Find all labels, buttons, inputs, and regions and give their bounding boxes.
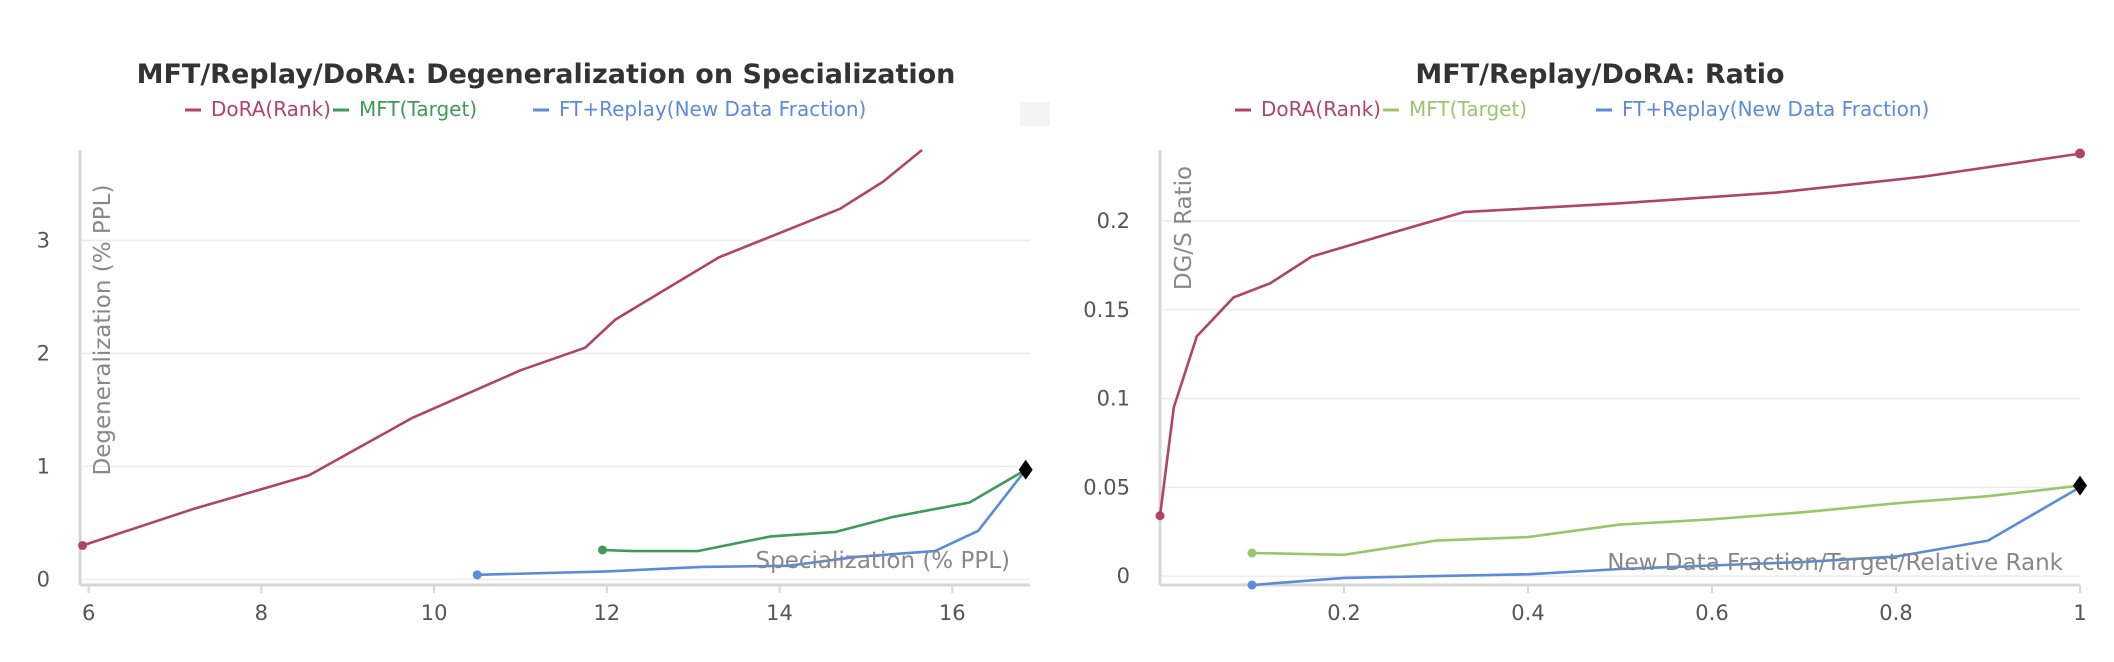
chart-right-xtick: 0.2 xyxy=(1327,601,1360,625)
chart-left-ylabel: Degeneralization (% PPL) xyxy=(90,185,116,476)
chart-right-series-line-1[interactable] xyxy=(1251,484,2081,557)
chart-left-xtick: 16 xyxy=(939,601,966,625)
chart-left-series-line-0[interactable] xyxy=(82,148,923,547)
chart-right-legend-label-1[interactable]: MFT(Target) xyxy=(1409,97,1527,121)
chart-right-xtick: 0.6 xyxy=(1695,601,1728,625)
chart-right-legend-label-2[interactable]: FT+Replay(New Data Fraction) xyxy=(1622,97,1929,121)
chart-left: MFT/Replay/DoRA: Degeneralization on Spe… xyxy=(37,59,1050,625)
chart-left-ytick: 2 xyxy=(37,341,50,365)
chart-left-legend-label-0[interactable]: DoRA(Rank) xyxy=(211,97,331,121)
chart-right-ytick: 0 xyxy=(1117,564,1130,588)
chart-right-ylabel: DG/S Ratio xyxy=(1171,166,1197,290)
chart-left-xtick: 12 xyxy=(593,601,620,625)
chart-right-ytick: 0.05 xyxy=(1083,475,1130,499)
chart-left-title: MFT/Replay/DoRA: Degeneralization on Spe… xyxy=(137,59,956,90)
chart-left-ytick: 1 xyxy=(37,454,50,478)
chart-left-legend: DoRA(Rank) MFT(Target) FT+Replay(New Data … xyxy=(185,97,866,121)
chart-left-end-marker xyxy=(1018,459,1033,480)
chart-right-xtick: 0.8 xyxy=(1879,601,1912,625)
chart-right-series-start-point-1 xyxy=(1247,548,1257,558)
chart-right-ytick: 0.1 xyxy=(1097,387,1130,411)
chart-right-series-line-2[interactable] xyxy=(1251,486,2081,587)
chart-right-xlabel: New Data Fraction/Target/Relative Rank xyxy=(1607,550,2063,576)
chart-left-xtick: 10 xyxy=(421,601,448,625)
legend-scroll-handle[interactable] xyxy=(1020,102,1050,126)
chart-left-series-start-point-0 xyxy=(78,540,88,550)
chart-left-ytick: 0 xyxy=(37,567,50,591)
chart-left-series-start-point-1 xyxy=(598,545,607,555)
chart-right: MFT/Replay/DoRA: Ratio DoRA(Rank) MFT(Tar… xyxy=(1083,59,2087,625)
chart-left-xtick: 6 xyxy=(82,601,95,625)
chart-left-legend-label-2[interactable]: FT+Replay(New Data Fraction) xyxy=(559,97,866,121)
chart-right-end-marker xyxy=(2073,475,2087,496)
chart-left-ytick: 3 xyxy=(37,228,50,252)
chart-right-series-start-point-0 xyxy=(1155,511,1165,521)
chart-right-series-start-point-2 xyxy=(1247,580,1257,590)
chart-right-ytick: 0.2 xyxy=(1097,209,1130,233)
chart-right-legend: DoRA(Rank) MFT(Target) FT+Replay(New Data … xyxy=(1235,97,1929,121)
chart-right-legend-label-0[interactable]: DoRA(Rank) xyxy=(1261,97,1381,121)
chart-right-series-end-point-0 xyxy=(2075,148,2085,159)
chart-left-series-line-1[interactable] xyxy=(602,468,1027,553)
chart-left-legend-label-1[interactable]: MFT(Target) xyxy=(359,97,477,121)
chart-right-series-line-0[interactable] xyxy=(1158,152,2081,516)
chart-right-xtick: 0.4 xyxy=(1511,601,1544,625)
chart-left-xlabel: Specialization (% PPL) xyxy=(756,548,1010,574)
chart-right-title: MFT/Replay/DoRA: Ratio xyxy=(1415,59,1784,90)
chart-right-xtick: 1 xyxy=(2073,601,2086,625)
chart-left-series-start-point-2 xyxy=(472,570,482,580)
chart-right-ytick: 0.15 xyxy=(1083,298,1130,322)
chart-left-xtick: 14 xyxy=(766,601,793,625)
chart-left-series-line-2[interactable] xyxy=(477,469,1027,577)
chart-left-xtick: 8 xyxy=(255,601,268,625)
chart-right-plot: 0 0.05 0.1 0.15 0.2 0.2 0.4 0.6 0.8 1 xyxy=(1083,148,2087,625)
